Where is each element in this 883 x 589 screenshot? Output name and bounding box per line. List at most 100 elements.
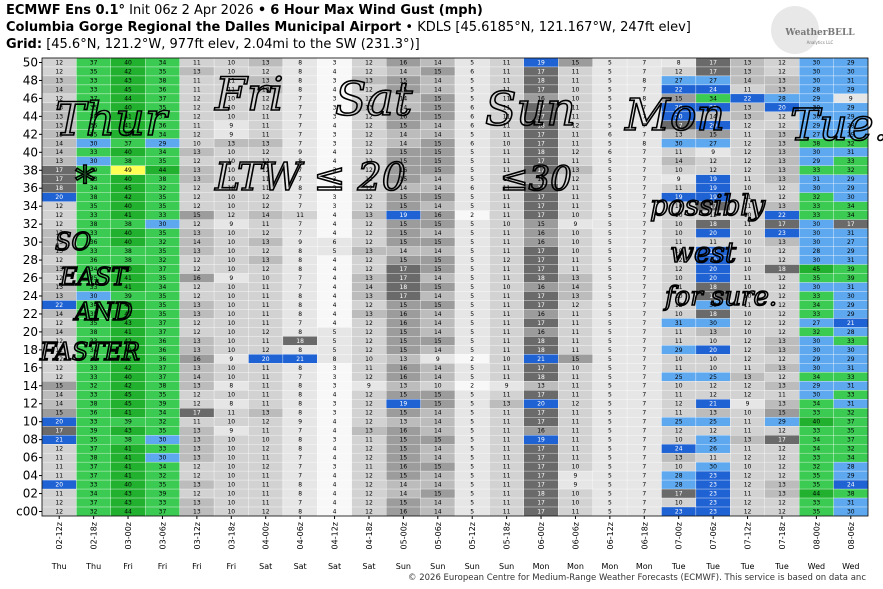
cell-label: 9 — [849, 95, 853, 102]
cell-label: 13 — [778, 77, 786, 84]
cell-label: 11 — [262, 499, 270, 506]
cell-label: 10 — [503, 221, 511, 228]
cell-label: 4 — [333, 455, 337, 462]
cell-label: 14 — [434, 77, 442, 84]
cell-label: 13 — [744, 113, 752, 120]
cell-label: 33 — [847, 392, 855, 399]
cell-label: 42 — [124, 68, 132, 75]
cell-label: 15 — [434, 104, 442, 111]
cell-label: 10 — [744, 230, 752, 237]
cell-label: 11 — [503, 248, 511, 255]
header-line3: Grid: [45.6°N, 121.2°W, 977ft elev, 2.04… — [6, 36, 691, 53]
cell-label: 43 — [124, 499, 132, 506]
cell-label: 10 — [572, 239, 580, 246]
cell-label: 41 — [124, 455, 132, 462]
cell-label: 12 — [675, 428, 683, 435]
cell-label: 14 — [55, 329, 63, 336]
cell-label: 13 — [55, 77, 63, 84]
y-tick-label: 40 — [23, 145, 38, 159]
cell-label: 35 — [159, 482, 167, 489]
cell-label: 15 — [55, 383, 63, 390]
cell-label: 14 — [434, 508, 442, 515]
x-tick-label: 02-18z — [90, 522, 99, 549]
cell-label: 11 — [503, 320, 511, 327]
cell-label: 15 — [400, 86, 408, 93]
day-label: Mon — [636, 562, 653, 571]
cell-label: 17 — [537, 266, 545, 273]
cell-label: 28 — [778, 95, 786, 102]
cell-label: 33 — [813, 455, 821, 462]
cell-label: 10 — [227, 203, 235, 210]
cell-label: 15 — [400, 176, 408, 183]
x-tick-label: 02-12z — [55, 522, 64, 549]
cell-label: 10 — [675, 383, 683, 390]
cell-label: 20 — [675, 104, 683, 111]
cell-label: 12 — [193, 194, 201, 201]
cell-label: 10 — [744, 266, 752, 273]
cell-label: 9 — [574, 221, 578, 228]
cell-label: 5 — [608, 302, 612, 309]
cell-label: 10 — [227, 464, 235, 471]
cell-label: 5 — [608, 239, 612, 246]
cell-label: 10 — [503, 284, 511, 291]
cell-label: 16 — [537, 284, 545, 291]
annotation: SO — [55, 228, 91, 256]
cell-label: 11 — [744, 194, 752, 201]
x-tick-label: 05-12z — [468, 522, 477, 549]
cell-label: 15 — [400, 329, 408, 336]
cell-label: 11 — [572, 508, 580, 515]
cell-label: 24 — [675, 446, 683, 453]
cell-label: 7 — [642, 86, 646, 93]
cell-label: 12 — [193, 464, 201, 471]
annotation: EAST — [59, 263, 129, 291]
cell-label: 4 — [333, 149, 337, 156]
cell-label: 5 — [608, 499, 612, 506]
cell-label: 10 — [572, 86, 580, 93]
cell-label: 11 — [503, 329, 511, 336]
cell-label: 33 — [90, 482, 98, 489]
day-label: Mon — [567, 562, 584, 571]
cell-label: 34 — [847, 455, 855, 462]
cell-label: 5 — [333, 329, 337, 336]
cell-label: 37 — [90, 499, 98, 506]
cell-label: 37 — [159, 508, 167, 515]
x-tick-label: 04-12z — [331, 522, 340, 549]
cell-label: 11 — [503, 77, 511, 84]
cell-label: 13 — [778, 239, 786, 246]
cell-label: 13 — [55, 284, 63, 291]
cell-label: 7 — [642, 311, 646, 318]
cell-label: 35 — [90, 203, 98, 210]
cell-label: 12 — [744, 122, 752, 129]
cell-label: 11 — [55, 455, 63, 462]
cell-label: 4 — [333, 275, 337, 282]
cell-label: 11 — [675, 365, 683, 372]
cell-label: 5 — [608, 122, 612, 129]
cell-label: 4 — [333, 473, 337, 480]
cell-label: 16 — [400, 374, 408, 381]
cell-label: 8 — [298, 59, 302, 66]
cell-label: 15 — [55, 410, 63, 417]
cell-label: 14 — [709, 113, 717, 120]
cell-label: 10 — [262, 437, 270, 444]
y-tick-label: 06 — [23, 451, 38, 465]
cell-label: 11 — [572, 338, 580, 345]
cell-label: 12 — [365, 113, 373, 120]
cell-label: 12 — [365, 203, 373, 210]
cell-label: 18 — [400, 284, 408, 291]
cell-label: 10 — [744, 248, 752, 255]
cell-label: 13 — [193, 230, 201, 237]
cell-label: 19 — [400, 401, 408, 408]
cell-label: 11 — [503, 212, 511, 219]
cell-label: 5 — [608, 95, 612, 102]
cell-label: 40 — [124, 230, 132, 237]
cell-label: 13 — [262, 257, 270, 264]
cell-label: 15 — [434, 68, 442, 75]
cell-label: 10 — [434, 383, 442, 390]
cell-label: 13 — [572, 293, 580, 300]
cell-label: 10 — [675, 221, 683, 228]
cell-label: 5 — [608, 248, 612, 255]
cell-label: 7 — [642, 508, 646, 515]
cell-label: 4 — [333, 86, 337, 93]
cell-label: 7 — [642, 68, 646, 75]
cell-label: 10 — [744, 464, 752, 471]
